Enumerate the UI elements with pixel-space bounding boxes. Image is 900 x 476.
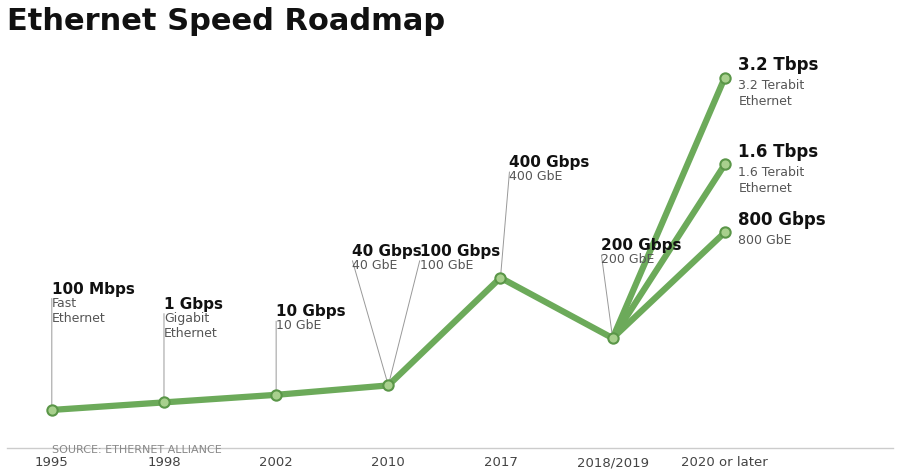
Text: 100 Gbps: 100 Gbps: [419, 244, 500, 259]
Text: 40 GbE: 40 GbE: [353, 259, 398, 272]
Text: Gigabit
Ethernet: Gigabit Ethernet: [164, 312, 218, 340]
Point: [717, 74, 732, 81]
Text: Ethernet Speed Roadmap: Ethernet Speed Roadmap: [7, 7, 446, 36]
Text: 100 Mbps: 100 Mbps: [52, 282, 135, 297]
Point: [381, 382, 395, 389]
Text: 3.2 Terabit
Ethernet: 3.2 Terabit Ethernet: [738, 79, 805, 109]
Text: Fast
Ethernet: Fast Ethernet: [52, 297, 105, 325]
Text: SOURCE: ETHERNET ALLIANCE: SOURCE: ETHERNET ALLIANCE: [52, 445, 221, 455]
Text: 10 GbE: 10 GbE: [276, 319, 321, 332]
Point: [606, 334, 620, 342]
Text: 400 Gbps: 400 Gbps: [509, 155, 590, 170]
Text: 1 Gbps: 1 Gbps: [164, 297, 223, 312]
Text: 800 GbE: 800 GbE: [738, 234, 792, 247]
Text: 200 Gbps: 200 Gbps: [601, 238, 682, 253]
Text: 1.6 Tbps: 1.6 Tbps: [738, 143, 818, 160]
Point: [45, 406, 59, 414]
Point: [717, 228, 732, 236]
Text: 800 Gbps: 800 Gbps: [738, 210, 826, 228]
Point: [717, 160, 732, 168]
Text: 40 Gbps: 40 Gbps: [353, 244, 422, 259]
Text: 100 GbE: 100 GbE: [419, 259, 473, 272]
Text: 10 Gbps: 10 Gbps: [276, 304, 346, 319]
Text: 200 GbE: 200 GbE: [601, 253, 655, 266]
Point: [157, 398, 171, 406]
Text: 400 GbE: 400 GbE: [509, 170, 562, 183]
Point: [493, 274, 508, 281]
Text: 3.2 Tbps: 3.2 Tbps: [738, 56, 819, 74]
Point: [269, 391, 284, 398]
Text: 1.6 Terabit
Ethernet: 1.6 Terabit Ethernet: [738, 166, 805, 195]
